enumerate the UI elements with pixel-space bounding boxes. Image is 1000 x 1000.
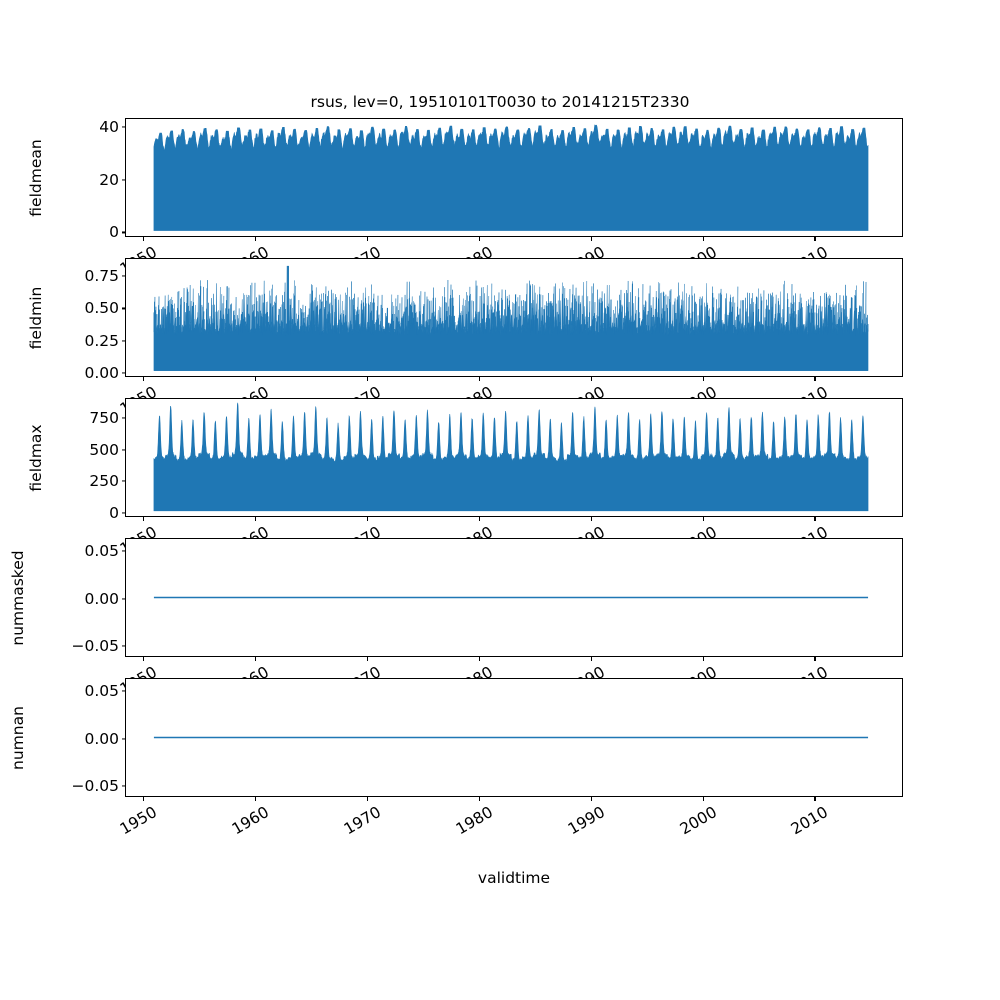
x-tick-label-1960: 1960 xyxy=(228,803,272,839)
x-tick-mark xyxy=(702,796,704,801)
x-tick-mark xyxy=(254,516,256,521)
y-tick-mark xyxy=(121,307,126,309)
x-tick-label-1950: 1950 xyxy=(116,803,160,839)
y-tick-label-fieldmean-1: 20 xyxy=(99,170,119,189)
y-tick-mark xyxy=(121,448,126,451)
x-tick-mark xyxy=(590,516,592,521)
y-tick-label-fieldmean-0: 0 xyxy=(109,223,119,242)
y-tick-mark xyxy=(121,231,126,233)
y-tick-label-numnan-2: 0.05 xyxy=(84,681,119,700)
y-tick-label-fieldmax-1: 250 xyxy=(89,472,119,491)
x-tick-mark xyxy=(478,376,480,381)
x-tick-mark xyxy=(702,236,704,241)
y-tick-mark xyxy=(121,179,126,181)
x-tick-mark xyxy=(142,516,144,521)
y-tick-mark xyxy=(121,480,126,482)
x-tick-mark xyxy=(814,796,816,801)
y-axis-label-nummasked: nummasked xyxy=(9,549,27,646)
x-axis-label: validtime xyxy=(477,869,551,887)
x-tick-mark xyxy=(702,376,704,381)
panel-fieldmin: 0.000.250.500.75fieldmin1950196019701980… xyxy=(27,258,903,418)
y-tick-mark xyxy=(121,372,126,374)
x-tick-mark xyxy=(254,796,256,801)
panel-fieldmean: 02040fieldmean19501960197019801990200020… xyxy=(27,118,903,278)
y-tick-label-fieldmin-1: 0.25 xyxy=(84,331,119,350)
x-tick-mark xyxy=(702,656,704,661)
x-tick-mark xyxy=(590,236,592,241)
y-tick-label-fieldmax-3: 750 xyxy=(89,408,119,427)
y-tick-label-nummasked-1: 0.00 xyxy=(84,589,119,608)
x-tick-mark xyxy=(478,516,480,521)
x-tick-mark xyxy=(590,376,592,381)
x-tick-mark xyxy=(366,656,368,661)
x-tick-mark xyxy=(590,656,592,661)
y-tick-mark xyxy=(121,417,126,419)
x-tick-mark xyxy=(478,236,480,241)
y-tick-label-fieldmean-2: 40 xyxy=(99,117,119,136)
x-tick-label-1990: 1990 xyxy=(564,803,608,839)
figure-title: rsus, lev=0, 19510101T0030 to 20141215T2… xyxy=(310,93,690,111)
y-tick-label-fieldmin-3: 0.75 xyxy=(84,267,119,286)
series-area xyxy=(153,124,869,231)
series-area xyxy=(153,265,869,371)
x-tick-mark xyxy=(254,236,256,241)
y-tick-label-fieldmin-0: 0.00 xyxy=(84,363,119,382)
y-tick-label-numnan-0: −0.05 xyxy=(71,777,120,796)
y-tick-label-numnan-1: 0.00 xyxy=(84,729,119,748)
panel-fieldmax: 0250500750fieldmax1950196019701980199020… xyxy=(27,398,903,558)
y-tick-mark xyxy=(121,785,126,787)
x-tick-label-1980: 1980 xyxy=(452,803,496,839)
y-tick-mark xyxy=(121,597,126,600)
x-tick-mark xyxy=(142,236,144,241)
y-tick-mark xyxy=(121,512,126,514)
x-tick-mark xyxy=(590,796,592,801)
plot-area-nummasked xyxy=(126,539,902,656)
x-tick-mark xyxy=(142,656,144,661)
y-tick-mark xyxy=(121,645,126,647)
x-tick-mark xyxy=(366,516,368,521)
x-tick-mark xyxy=(366,796,368,801)
x-tick-mark xyxy=(814,236,816,241)
x-tick-mark xyxy=(254,656,256,661)
x-tick-mark xyxy=(366,376,368,381)
y-axis-label-fieldmin: fieldmin xyxy=(27,286,45,349)
x-tick-label-2010: 2010 xyxy=(788,803,832,839)
x-tick-mark xyxy=(814,656,816,661)
x-tick-mark xyxy=(366,236,368,241)
x-tick-mark xyxy=(814,376,816,381)
y-tick-label-fieldmax-2: 500 xyxy=(89,440,119,459)
y-tick-mark xyxy=(121,339,126,342)
x-tick-mark xyxy=(142,796,144,801)
x-tick-label-1970: 1970 xyxy=(340,803,384,839)
y-tick-label-fieldmin-2: 0.50 xyxy=(84,299,119,318)
y-tick-label-nummasked-2: 0.05 xyxy=(84,541,119,560)
x-tick-label-2000: 2000 xyxy=(676,803,720,839)
plot-area-fieldmax xyxy=(126,399,902,516)
x-tick-mark xyxy=(142,376,144,381)
x-tick-mark xyxy=(254,376,256,381)
y-axis-label-numnan: numnan xyxy=(9,705,27,770)
y-tick-label-fieldmax-0: 0 xyxy=(109,503,119,522)
y-tick-mark xyxy=(121,550,126,552)
y-tick-mark xyxy=(121,737,126,740)
series-area xyxy=(153,402,869,512)
x-tick-mark xyxy=(478,656,480,661)
panel-numnan: −0.05 0.00 0.05 numnan 1950 1960 1970 1980 1990 2… xyxy=(9,678,903,838)
y-tick-label-nummasked-0: −0.05 xyxy=(71,637,120,656)
x-tick-mark xyxy=(702,516,704,521)
x-tick-mark xyxy=(814,516,816,521)
y-tick-mark xyxy=(121,126,126,128)
y-tick-mark xyxy=(121,690,126,692)
y-axis-label-fieldmean: fieldmean xyxy=(27,138,45,217)
x-tick-mark xyxy=(478,796,480,801)
plot-area-fieldmean xyxy=(126,119,902,236)
panel-nummasked: −0.050.000.05nummasked195019601970198019… xyxy=(9,538,903,698)
y-tick-mark xyxy=(121,275,126,277)
y-axis-label-fieldmax: fieldmax xyxy=(27,423,45,492)
plot-area-fieldmin xyxy=(126,259,902,376)
plot-area-numnan xyxy=(126,679,902,796)
